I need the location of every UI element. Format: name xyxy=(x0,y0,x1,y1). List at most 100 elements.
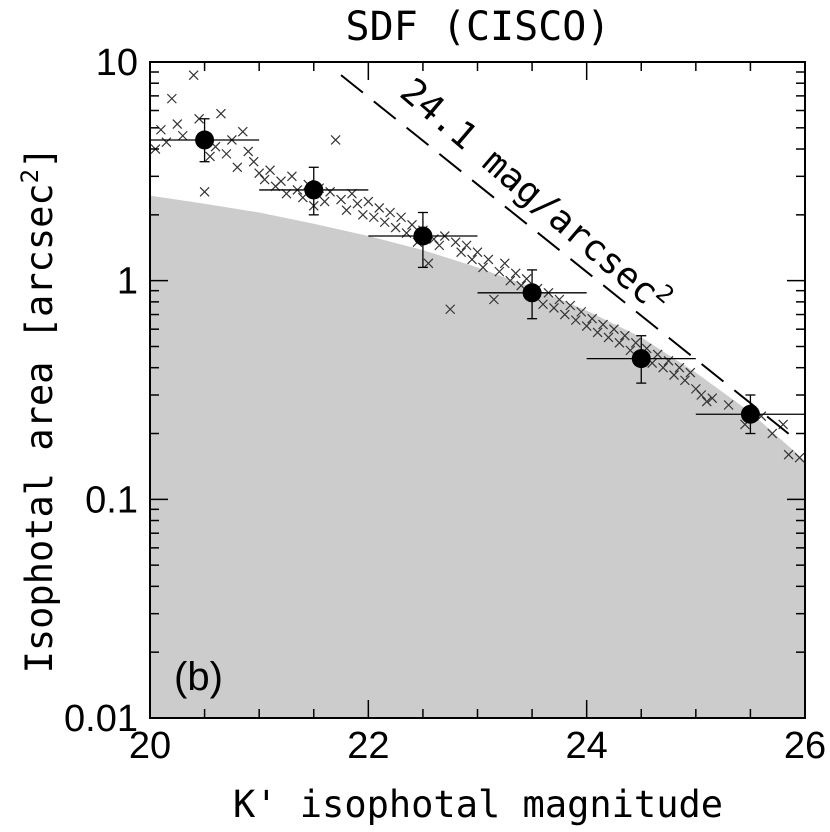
scatter-point xyxy=(472,247,483,258)
scatter-point xyxy=(286,171,297,182)
scatter-point xyxy=(434,240,445,251)
x-tick-label: 26 xyxy=(784,725,826,767)
scatter-point xyxy=(663,355,674,366)
mean-point xyxy=(522,283,542,303)
scatter-point xyxy=(461,240,472,251)
scatter-point xyxy=(423,258,434,269)
scatter-point xyxy=(407,219,417,230)
detection-limit-region xyxy=(150,195,805,719)
scatter-point xyxy=(510,268,521,279)
scatter-point xyxy=(456,247,467,258)
scatter-point xyxy=(445,304,456,315)
chart-title: SDF (CISCO) xyxy=(346,4,611,50)
y-tick-label: 0.01 xyxy=(64,698,138,740)
scatter-point xyxy=(587,313,598,324)
binned-means-layer xyxy=(150,118,805,435)
y-tick-label: 10 xyxy=(96,42,138,84)
y-axis-label: Isophotal area [arcsec2] xyxy=(16,147,61,674)
mean-point xyxy=(631,349,651,369)
y-tick-label: 1 xyxy=(117,261,138,303)
tick-labels-layer: 20 22 24 26 0.01 0.1 1 10 xyxy=(64,42,826,767)
scatter-point xyxy=(450,237,461,248)
scatter-point xyxy=(603,332,614,343)
panel-label: (b) xyxy=(174,655,223,699)
scatter-point xyxy=(494,266,505,277)
scatter-point xyxy=(554,294,565,305)
axes-layer xyxy=(149,61,806,719)
scatter-point xyxy=(767,428,778,439)
scatter-point xyxy=(619,330,630,341)
scatter-point xyxy=(188,70,199,81)
mean-point xyxy=(413,226,433,246)
scatter-point xyxy=(658,362,669,373)
scatter-point xyxy=(155,124,166,135)
x-axis-label: K' isophotal magnitude xyxy=(233,783,723,826)
scatter-point xyxy=(379,217,390,228)
scatter-point xyxy=(598,319,608,330)
scatter-point xyxy=(374,203,385,213)
scatter-point xyxy=(570,315,581,326)
scatter-point xyxy=(783,449,794,460)
scatter-point xyxy=(216,108,226,119)
scatter-point xyxy=(172,119,183,130)
scatter-point xyxy=(576,306,587,317)
scatter-point xyxy=(674,362,685,373)
shaded-region-layer xyxy=(150,195,805,719)
scatter-point xyxy=(701,396,712,407)
scatter-point xyxy=(630,337,641,348)
scatter-point xyxy=(538,299,548,310)
scatter-point xyxy=(499,258,510,269)
scatter-point xyxy=(221,148,232,159)
scatter-point xyxy=(352,198,363,209)
scatter-point xyxy=(357,209,368,220)
scatter-point xyxy=(254,168,265,179)
scatter-point xyxy=(565,300,576,311)
scatter-point xyxy=(276,176,286,187)
y-axis-label-superscript: 2 xyxy=(16,169,44,183)
scatter-point xyxy=(161,137,172,148)
scatter-point xyxy=(166,93,177,104)
scatter-point xyxy=(581,321,592,331)
scatter-point xyxy=(336,194,346,205)
scatter-point xyxy=(232,162,243,173)
mean-point xyxy=(304,180,324,200)
scatter-point xyxy=(237,126,248,137)
scatter-point xyxy=(259,174,270,185)
scatter-point xyxy=(396,212,407,223)
scatter-point xyxy=(265,165,276,176)
x-tick-label: 20 xyxy=(129,725,171,767)
scatter-point xyxy=(330,135,341,145)
scatter-point xyxy=(505,275,516,286)
x-tick-label: 22 xyxy=(347,725,389,767)
scatter-point xyxy=(248,156,259,167)
scatter-point xyxy=(347,188,357,199)
scatter-point xyxy=(363,196,374,207)
y-axis-label-close: ] xyxy=(18,147,61,169)
scatter-point xyxy=(723,400,734,410)
scatter-point xyxy=(614,337,625,348)
scatter-point xyxy=(679,375,690,386)
scatter-point xyxy=(625,345,636,356)
scatter-point xyxy=(281,188,292,199)
scatter-point xyxy=(243,146,254,157)
x-tick-label: 24 xyxy=(566,725,608,767)
surface-brightness-line xyxy=(340,74,790,435)
scatter-point xyxy=(609,324,619,335)
scatter-point xyxy=(483,254,494,265)
scatter-point xyxy=(385,207,396,218)
scatter-point xyxy=(341,205,352,216)
scatter-point xyxy=(794,452,805,463)
scatter-point xyxy=(592,327,603,338)
scatter-point xyxy=(707,393,718,404)
mean-point xyxy=(740,404,760,424)
scatter-point xyxy=(669,370,679,381)
y-axis-label-main: Isophotal area [arcsec xyxy=(18,183,61,673)
scatter-point xyxy=(199,186,210,197)
scatter-point xyxy=(467,254,477,265)
scatter-point xyxy=(521,273,532,284)
scatter-point xyxy=(652,349,663,360)
scatter-point xyxy=(488,294,499,305)
scatter-point xyxy=(177,130,188,141)
scatter-point xyxy=(559,309,570,320)
